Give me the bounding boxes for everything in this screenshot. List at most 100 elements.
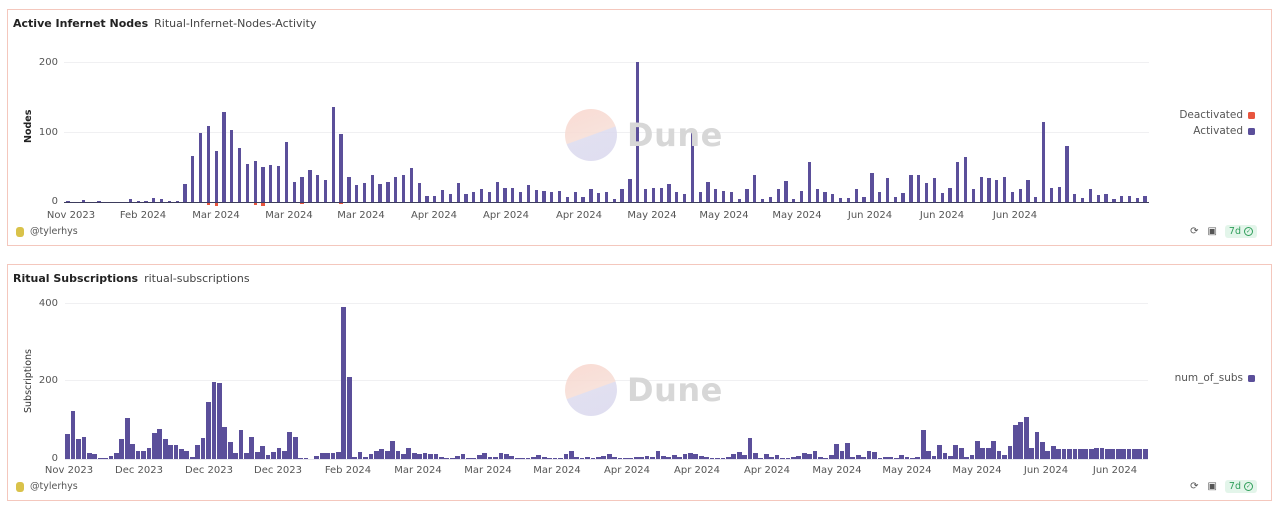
bar[interactable]: [271, 452, 276, 459]
bar[interactable]: [839, 198, 843, 202]
bar[interactable]: [1104, 194, 1108, 202]
bar[interactable]: [785, 457, 791, 459]
bar[interactable]: [70, 410, 76, 459]
bar[interactable]: [633, 457, 639, 459]
bar[interactable]: [565, 196, 570, 202]
bar[interactable]: [807, 161, 812, 202]
bar[interactable]: [969, 455, 975, 459]
bar[interactable]: [1010, 192, 1015, 202]
bar[interactable]: [682, 454, 688, 459]
bar[interactable]: [287, 432, 293, 459]
bar[interactable]: [355, 184, 359, 202]
bar[interactable]: [206, 401, 211, 459]
bar[interactable]: [526, 184, 531, 202]
bar[interactable]: [1045, 450, 1051, 459]
bar[interactable]: [417, 182, 421, 202]
bar[interactable]: [531, 457, 536, 459]
bar[interactable]: [666, 457, 672, 459]
bar[interactable]: [747, 438, 753, 459]
bar[interactable]: [709, 457, 715, 459]
bar[interactable]: [314, 456, 320, 459]
bar[interactable]: [292, 181, 296, 202]
bar[interactable]: [173, 444, 179, 459]
bar[interactable]: [623, 457, 628, 459]
bar[interactable]: [103, 457, 108, 459]
bar[interactable]: [498, 453, 504, 459]
bar[interactable]: [784, 181, 788, 202]
bar[interactable]: [901, 193, 905, 202]
bar[interactable]: [590, 457, 596, 459]
bar[interactable]: [885, 177, 890, 202]
bar[interactable]: [200, 438, 206, 459]
bar[interactable]: [65, 434, 71, 459]
bar[interactable]: [655, 450, 661, 459]
bar[interactable]: [932, 177, 936, 202]
bar[interactable]: [520, 457, 525, 459]
bar[interactable]: [721, 191, 726, 202]
bar[interactable]: [688, 453, 693, 459]
bar[interactable]: [573, 192, 577, 202]
bar[interactable]: [796, 455, 802, 459]
bar[interactable]: [277, 166, 281, 202]
bar[interactable]: [690, 132, 694, 202]
bar[interactable]: [644, 455, 650, 459]
bar[interactable]: [1049, 188, 1054, 202]
bar[interactable]: [352, 457, 358, 459]
bar[interactable]: [128, 199, 132, 202]
bar[interactable]: [996, 451, 1002, 459]
bar[interactable]: [745, 189, 749, 202]
bar[interactable]: [390, 441, 395, 459]
bar[interactable]: [162, 439, 168, 459]
bar[interactable]: [758, 457, 764, 459]
bar[interactable]: [216, 382, 222, 459]
bar[interactable]: [1121, 449, 1126, 459]
bar[interactable]: [518, 192, 523, 202]
bar[interactable]: [487, 457, 493, 459]
bar[interactable]: [650, 457, 655, 459]
bar[interactable]: [628, 457, 634, 459]
bar[interactable]: [729, 192, 734, 202]
author[interactable]: @tylerhys: [16, 226, 78, 237]
bar[interactable]: [667, 184, 671, 202]
bar[interactable]: [818, 457, 823, 459]
bar[interactable]: [964, 457, 969, 459]
bar[interactable]: [97, 457, 103, 459]
bar[interactable]: [1023, 417, 1029, 459]
bar[interactable]: [651, 188, 655, 202]
bar[interactable]: [230, 130, 234, 202]
bar[interactable]: [763, 454, 769, 459]
bar[interactable]: [347, 176, 351, 202]
bar[interactable]: [639, 456, 645, 459]
bar[interactable]: [854, 189, 858, 202]
bar[interactable]: [325, 452, 330, 459]
bar[interactable]: [346, 377, 352, 459]
bar[interactable]: [985, 447, 991, 459]
bar[interactable]: [409, 167, 413, 202]
bar[interactable]: [1120, 195, 1124, 202]
bar[interactable]: [682, 194, 687, 202]
bar[interactable]: [141, 450, 146, 459]
bar[interactable]: [742, 455, 747, 459]
bar[interactable]: [401, 175, 406, 202]
bar[interactable]: [1029, 448, 1034, 459]
bar[interactable]: [882, 457, 888, 459]
bar[interactable]: [411, 453, 417, 459]
bar[interactable]: [834, 443, 839, 459]
bar[interactable]: [1077, 449, 1083, 459]
bar[interactable]: [136, 200, 140, 202]
bar[interactable]: [152, 197, 156, 202]
bar[interactable]: [1110, 449, 1116, 459]
bar[interactable]: [1061, 449, 1067, 459]
refresh-icon[interactable]: ⟳: [1190, 226, 1199, 237]
bar[interactable]: [144, 200, 148, 202]
bar[interactable]: [92, 454, 98, 459]
bar[interactable]: [1127, 195, 1132, 202]
bar[interactable]: [1088, 189, 1093, 202]
bar[interactable]: [422, 453, 428, 459]
bar[interactable]: [1135, 197, 1139, 202]
bar[interactable]: [612, 198, 616, 202]
bar[interactable]: [878, 192, 882, 202]
bar[interactable]: [715, 457, 720, 459]
camera-icon[interactable]: ▣: [1207, 226, 1217, 237]
bar[interactable]: [595, 456, 601, 459]
